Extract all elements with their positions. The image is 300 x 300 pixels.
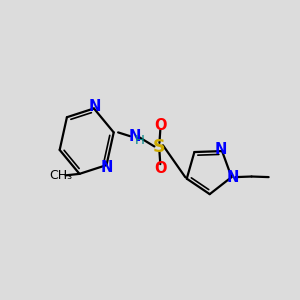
Text: N: N	[129, 129, 142, 144]
Text: CH₃: CH₃	[49, 169, 72, 182]
Text: N: N	[101, 160, 113, 175]
Text: S: S	[153, 138, 165, 156]
Text: H: H	[135, 134, 145, 147]
Text: O: O	[154, 118, 167, 134]
Text: O: O	[154, 161, 167, 176]
Text: N: N	[88, 99, 101, 114]
Text: N: N	[214, 142, 227, 157]
Text: N: N	[227, 170, 239, 185]
